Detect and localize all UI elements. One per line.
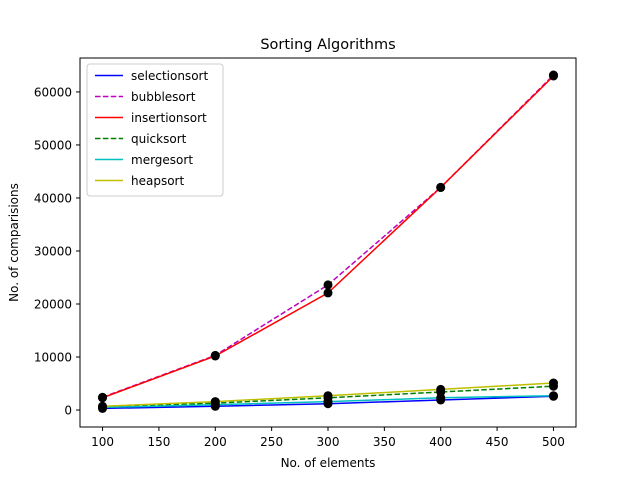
x-tick-label: 100 (91, 435, 114, 449)
point-insertionsort-100 (98, 393, 107, 403)
legend: selectionsort bubblesort insertionsort quic… (86, 63, 224, 197)
y-tick-label: 50000 (34, 138, 72, 152)
x-tick-label: 250 (260, 435, 283, 449)
chart-title: Sorting Algorithms (260, 37, 395, 53)
point-heapsort-500 (549, 378, 558, 388)
point-mergesort-400 (436, 393, 446, 403)
x-axis-label: No. of elements (281, 456, 376, 470)
point-heapsort-300 (323, 391, 333, 401)
x-tick-label: 350 (373, 435, 396, 449)
y-tick-label: 10000 (34, 351, 72, 365)
x-tick-label: 400 (429, 435, 452, 449)
legend-label-heapsort: heapsort (131, 174, 184, 188)
legend-label-quicksort: quicksort (131, 132, 187, 146)
point-heapsort-200 (210, 397, 220, 407)
point-heapsort-100 (98, 401, 107, 411)
y-axis-label: No. of comparisions (7, 183, 21, 302)
point-insertionsort-400 (436, 182, 446, 192)
x-tick-label: 500 (542, 435, 565, 449)
point-heapsort-400 (436, 384, 446, 394)
y-tick-label: 40000 (34, 191, 72, 205)
y-tick-label: 60000 (34, 85, 72, 99)
point-mergesort-500 (549, 391, 558, 401)
x-tick-label: 300 (317, 435, 340, 449)
y-tick-label: 30000 (34, 244, 72, 258)
y-tick-label: 0 (64, 404, 72, 418)
y-tick-label: 20000 (34, 298, 72, 312)
legend-label-mergesort: mergesort (131, 153, 193, 167)
x-tick-label: 150 (147, 435, 170, 449)
legend-label-bubblesort: bubblesort (131, 90, 196, 104)
x-tick-label: 450 (486, 435, 509, 449)
legend-label-selectionsort: selectionsort (131, 69, 208, 83)
point-insertionsort-500 (549, 71, 558, 81)
legend-label-insertionsort: insertionsort (131, 111, 207, 125)
x-tick-label: 200 (204, 435, 227, 449)
point-insertionsort-200 (210, 351, 220, 361)
point-insertionsort-300 (323, 288, 333, 298)
point-bubblesort-300 (323, 280, 333, 290)
